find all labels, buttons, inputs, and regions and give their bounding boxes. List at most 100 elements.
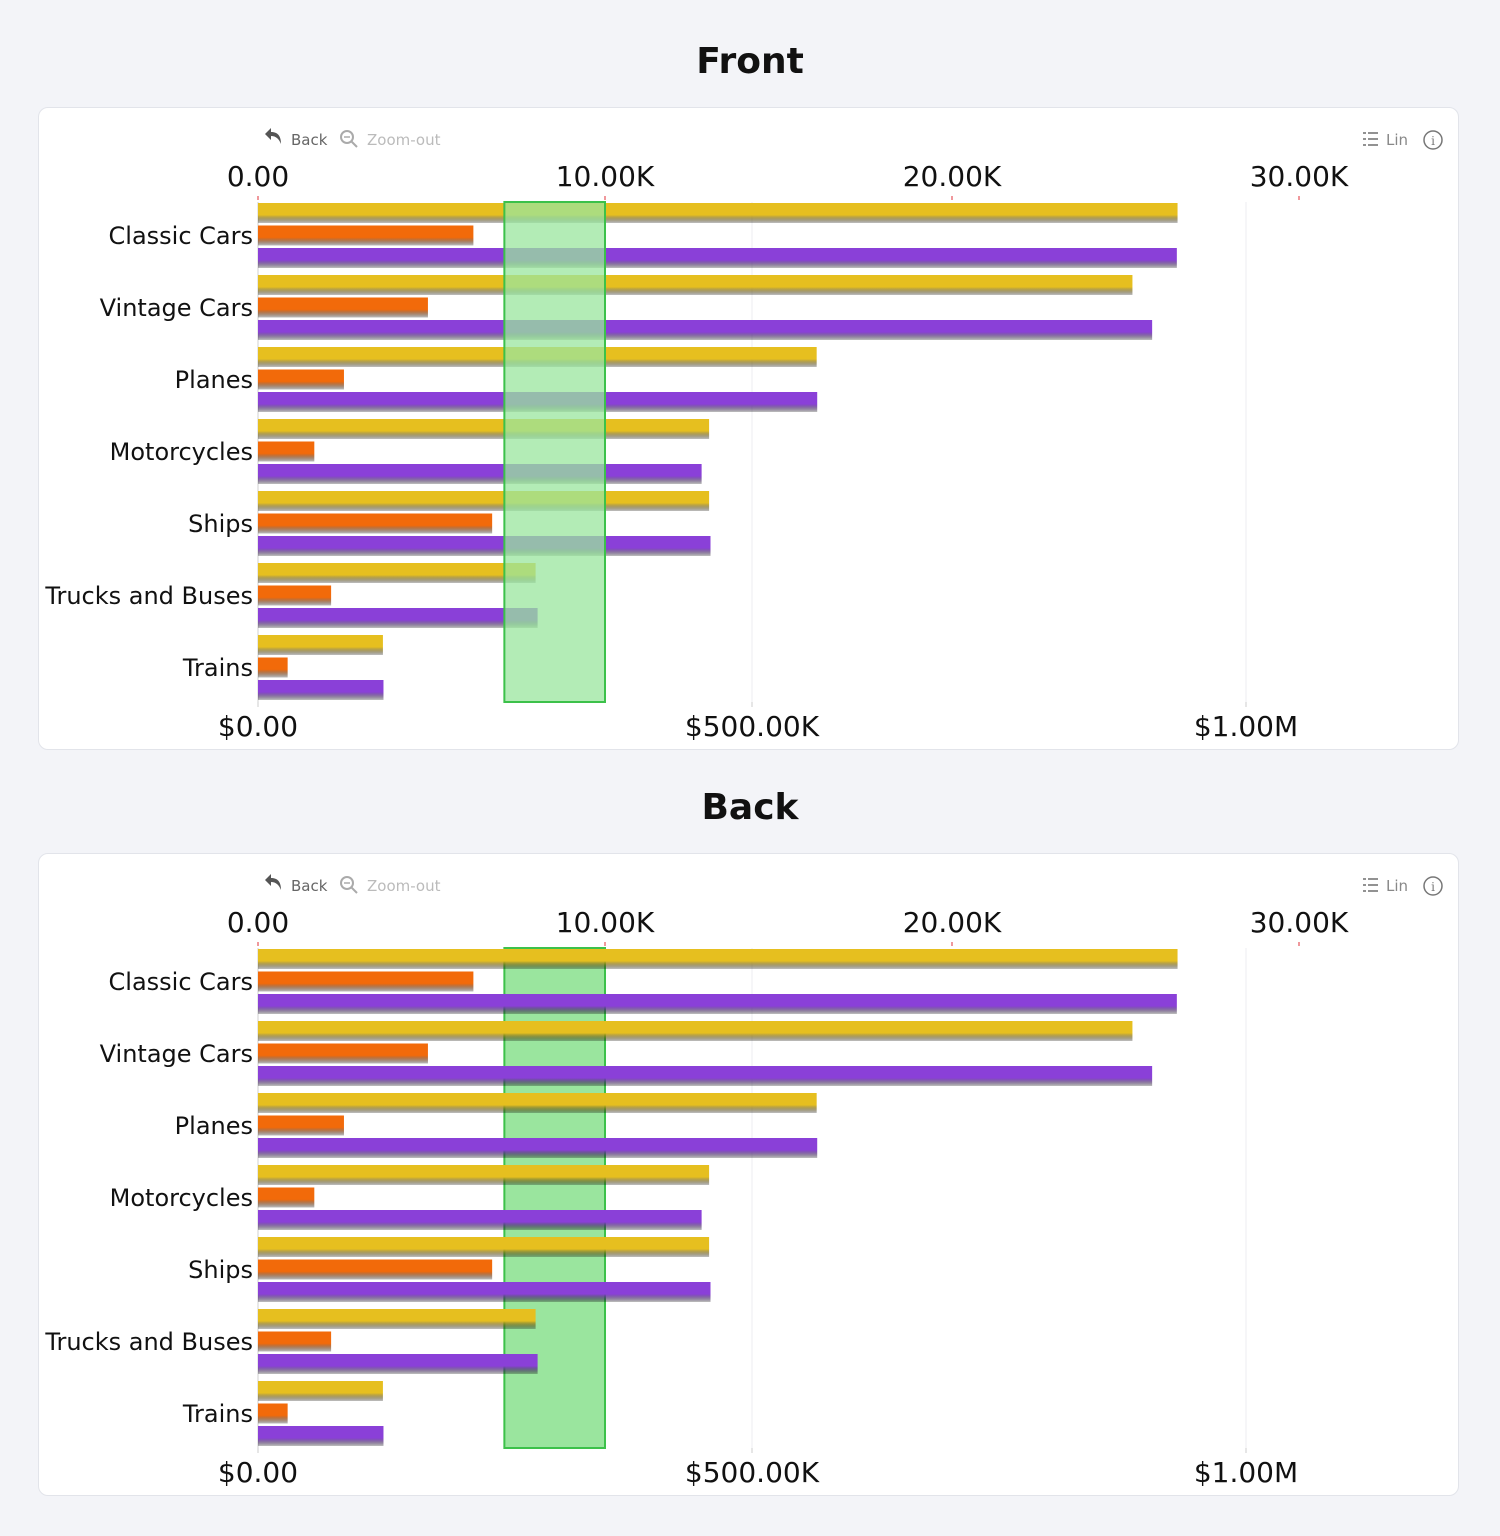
zoom-out-label: Zoom-out xyxy=(367,131,441,149)
back-button[interactable]: Back xyxy=(265,874,328,895)
category-label: Trains xyxy=(182,1400,253,1428)
bar-vintage-cars-series-2 xyxy=(258,1043,428,1064)
bar-planes-series-2 xyxy=(258,369,344,390)
scale-label: Lin xyxy=(1386,877,1408,895)
bar-motorcycles-series-1 xyxy=(258,419,710,439)
category-label: Motorcycles xyxy=(110,438,253,466)
bar-planes-series-3 xyxy=(258,1138,818,1158)
info-glyph: i xyxy=(1431,134,1435,148)
bar-planes-series-1 xyxy=(258,1093,817,1113)
category-label: Planes xyxy=(175,366,253,394)
toolbar: Back Zoom-out Lin i xyxy=(265,874,1443,896)
bar-trucks-and-buses-series-3 xyxy=(258,1354,538,1374)
bars xyxy=(258,949,1178,1446)
chart-card-back: Back Zoom-out Lin i xyxy=(38,853,1459,1496)
bottom-axis-tick-label: $500.00K xyxy=(685,1456,820,1489)
bar-classic-cars-series-1 xyxy=(258,203,1178,223)
info-button[interactable]: i xyxy=(1423,130,1443,150)
bar-chart-front: Back Zoom-out Lin i xyxy=(44,128,1443,743)
zoom-out-button[interactable]: Zoom-out xyxy=(340,876,441,895)
scale-toggle-button[interactable]: Lin xyxy=(1363,877,1408,895)
bar-motorcycles-series-3 xyxy=(258,1210,702,1230)
highlight-band xyxy=(503,201,606,703)
toolbar: Back Zoom-out Lin i xyxy=(265,128,1443,150)
bar-ships-series-3 xyxy=(258,1282,711,1302)
top-axis-tick-label: 20.00K xyxy=(903,906,1002,939)
top-axis-tick-label: 10.00K xyxy=(556,906,655,939)
back-arrow-icon xyxy=(265,128,281,144)
zoom-out-icon xyxy=(340,876,358,894)
bar-chart-back: Back Zoom-out Lin i xyxy=(44,874,1443,1489)
bar-planes-series-2 xyxy=(258,1115,344,1136)
category-label: Vintage Cars xyxy=(100,294,253,322)
bar-trucks-and-buses-series-1 xyxy=(258,1309,536,1329)
category-label: Ships xyxy=(188,1256,253,1284)
top-axis-tick-label: 30.00K xyxy=(1250,160,1349,193)
bar-motorcycles-series-2 xyxy=(258,1187,315,1208)
bar-vintage-cars-series-3 xyxy=(258,1066,1153,1086)
category-label: Motorcycles xyxy=(110,1184,253,1212)
bar-trains-series-2 xyxy=(258,1403,288,1424)
chart-title-back: Back xyxy=(701,787,799,828)
bar-vintage-cars-series-3 xyxy=(258,320,1153,340)
bar-ships-series-1 xyxy=(258,1237,710,1257)
zoom-out-button[interactable]: Zoom-out xyxy=(340,130,441,149)
top-axis-tick-label: 0.00 xyxy=(227,906,289,939)
bar-motorcycles-series-3 xyxy=(258,464,702,484)
bottom-axis-tick-label: $1.00M xyxy=(1194,710,1298,743)
info-button[interactable]: i xyxy=(1423,876,1443,896)
category-label: Ships xyxy=(188,510,253,538)
chart-card-front: Back Zoom-out Lin i xyxy=(38,107,1459,750)
info-glyph: i xyxy=(1431,880,1435,894)
bar-motorcycles-series-1 xyxy=(258,1165,710,1185)
bottom-axis-tick-label: $500.00K xyxy=(685,710,820,743)
category-label: Vintage Cars xyxy=(100,1040,253,1068)
category-label: Classic Cars xyxy=(109,968,253,996)
bottom-axis-tick-label: $0.00 xyxy=(218,710,298,743)
bars xyxy=(258,203,1178,700)
bar-ships-series-1 xyxy=(258,491,710,511)
chart-title-front: Front xyxy=(696,41,804,82)
bar-vintage-cars-series-1 xyxy=(258,275,1133,295)
top-axis-tick-label: 10.00K xyxy=(556,160,655,193)
bar-trucks-and-buses-series-1 xyxy=(258,563,536,583)
back-label: Back xyxy=(291,877,328,895)
category-label: Classic Cars xyxy=(109,222,253,250)
scale-label: Lin xyxy=(1386,131,1408,149)
bar-classic-cars-series-2 xyxy=(258,225,474,246)
bar-ships-series-2 xyxy=(258,1259,493,1280)
zoom-out-label: Zoom-out xyxy=(367,877,441,895)
bar-classic-cars-series-2 xyxy=(258,971,474,992)
category-label: Trains xyxy=(182,654,253,682)
bar-vintage-cars-series-2 xyxy=(258,297,428,318)
top-axis: 0.00 10.00K 20.00K 30.00K xyxy=(227,906,1349,946)
bar-trucks-and-buses-series-2 xyxy=(258,1331,332,1352)
list-icon xyxy=(1363,878,1378,892)
bar-trains-series-1 xyxy=(258,635,383,655)
category-label: Trucks and Buses xyxy=(44,582,253,610)
info-icon xyxy=(1423,876,1443,896)
bar-trains-series-3 xyxy=(258,1426,384,1446)
category-label: Planes xyxy=(175,1112,253,1140)
category-label: Trucks and Buses xyxy=(44,1328,253,1356)
zoom-out-icon xyxy=(340,130,358,148)
back-button[interactable]: Back xyxy=(265,128,328,149)
bar-trains-series-1 xyxy=(258,1381,383,1401)
back-arrow-icon xyxy=(265,874,281,890)
top-axis-tick-label: 20.00K xyxy=(903,160,1002,193)
bottom-axis-tick-label: $1.00M xyxy=(1194,1456,1298,1489)
scale-toggle-button[interactable]: Lin xyxy=(1363,131,1408,149)
top-axis-tick-label: 30.00K xyxy=(1250,906,1349,939)
bar-classic-cars-series-3 xyxy=(258,994,1177,1014)
bar-trucks-and-buses-series-2 xyxy=(258,585,332,606)
bar-trains-series-2 xyxy=(258,657,288,678)
bar-ships-series-3 xyxy=(258,536,711,556)
list-icon xyxy=(1363,132,1378,146)
top-axis: 0.00 10.00K 20.00K 30.00K xyxy=(227,160,1349,200)
bar-classic-cars-series-3 xyxy=(258,248,1177,268)
bar-classic-cars-series-1 xyxy=(258,949,1178,969)
bar-vintage-cars-series-1 xyxy=(258,1021,1133,1041)
back-label: Back xyxy=(291,131,328,149)
bottom-axis: $0.00 $500.00K $1.00M xyxy=(218,702,1298,743)
bar-ships-series-2 xyxy=(258,513,493,534)
